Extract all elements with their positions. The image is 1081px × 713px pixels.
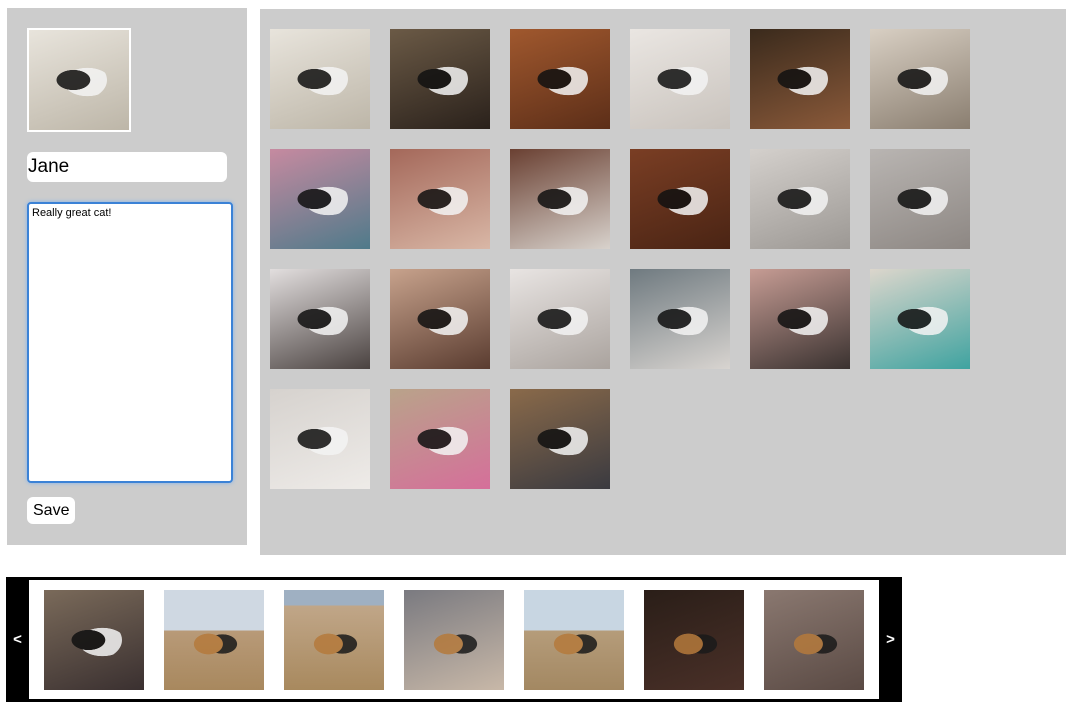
photo-gallery-grid xyxy=(270,29,970,489)
gallery-photo[interactable] xyxy=(510,149,610,249)
carousel-next-button[interactable]: > xyxy=(886,631,895,648)
carousel-item[interactable] xyxy=(764,590,864,690)
gallery-photo[interactable] xyxy=(870,149,970,249)
carousel-item[interactable] xyxy=(524,590,624,690)
name-input[interactable] xyxy=(27,152,227,182)
gallery-photo[interactable] xyxy=(510,269,610,369)
carousel-item[interactable] xyxy=(44,590,144,690)
gallery-photo[interactable] xyxy=(270,269,370,369)
save-button[interactable]: Save xyxy=(27,497,76,524)
gallery-photo[interactable] xyxy=(510,29,610,129)
carousel-item[interactable] xyxy=(164,590,264,690)
gallery-photo[interactable] xyxy=(270,29,370,129)
carousel-strip xyxy=(29,580,879,699)
photo-gallery-panel xyxy=(260,9,1066,555)
gallery-photo[interactable] xyxy=(870,269,970,369)
gallery-photo[interactable] xyxy=(750,269,850,369)
carousel-item[interactable] xyxy=(284,590,384,690)
selected-photo-preview xyxy=(27,28,131,132)
gallery-photo[interactable] xyxy=(390,29,490,129)
gallery-photo[interactable] xyxy=(630,269,730,369)
gallery-photo[interactable] xyxy=(390,149,490,249)
gallery-photo[interactable] xyxy=(750,149,850,249)
selected-photo-image xyxy=(29,30,129,130)
gallery-photo[interactable] xyxy=(750,29,850,129)
gallery-photo[interactable] xyxy=(270,389,370,489)
gallery-photo[interactable] xyxy=(870,29,970,129)
gallery-photo[interactable] xyxy=(510,389,610,489)
gallery-photo[interactable] xyxy=(390,389,490,489)
gallery-photo[interactable] xyxy=(270,149,370,249)
gallery-photo[interactable] xyxy=(390,269,490,369)
gallery-photo[interactable] xyxy=(630,29,730,129)
carousel-item[interactable] xyxy=(404,590,504,690)
carousel-item[interactable] xyxy=(644,590,744,690)
description-textarea[interactable]: Really great cat! xyxy=(27,202,233,483)
pet-carousel: < > xyxy=(6,577,902,702)
pet-editor-panel: Really great cat! Save xyxy=(7,8,247,545)
carousel-prev-button[interactable]: < xyxy=(13,631,22,648)
gallery-photo[interactable] xyxy=(630,149,730,249)
